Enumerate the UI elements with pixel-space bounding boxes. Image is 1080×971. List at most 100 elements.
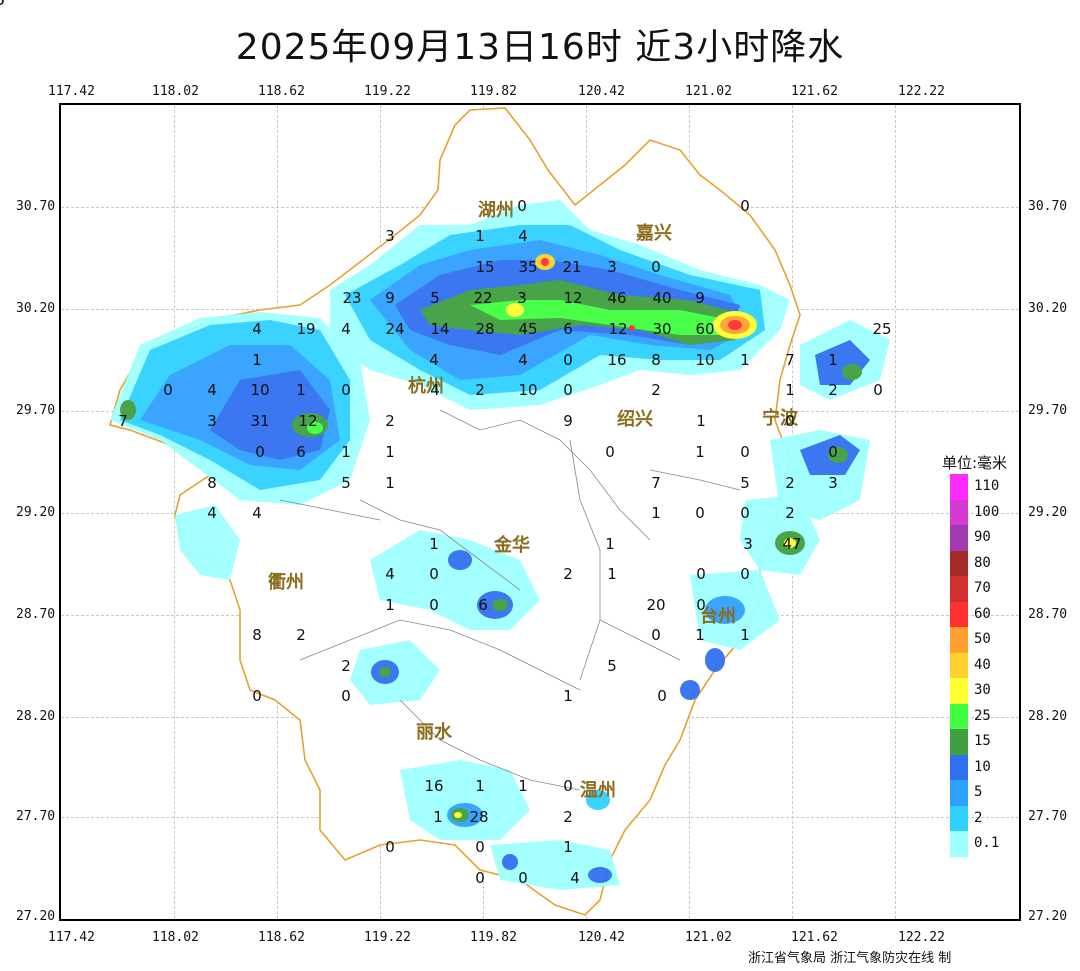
city-label-jinhua: 金华 bbox=[494, 535, 530, 556]
y-tick-right: 28.70 bbox=[1028, 607, 1068, 622]
y-tick-left: 30.20 bbox=[16, 301, 56, 316]
x-tick-bottom: 117.42 bbox=[48, 930, 95, 945]
station-value: 1 bbox=[563, 838, 573, 856]
legend-label: 30 bbox=[974, 682, 991, 698]
x-tick-bottom: 122.22 bbox=[898, 930, 945, 945]
station-value: 24 bbox=[385, 320, 405, 338]
city-label-huzhou: 湖州 bbox=[478, 200, 514, 221]
station-value: 4 bbox=[518, 351, 528, 369]
station-value: 5 bbox=[607, 657, 617, 675]
station-value: 3 bbox=[607, 258, 617, 276]
station-value: 0 bbox=[740, 443, 750, 461]
legend-swatch bbox=[950, 729, 968, 755]
station-value: 22 bbox=[473, 289, 493, 307]
legend-row: 5 bbox=[950, 780, 1020, 806]
station-value: 31 bbox=[250, 412, 270, 430]
station-value: 1 bbox=[740, 351, 750, 369]
city-label-hangzhou: 杭州 bbox=[408, 376, 444, 397]
station-value: 0 bbox=[252, 687, 262, 705]
legend-row: 2 bbox=[950, 805, 1020, 831]
legend-swatch bbox=[950, 499, 968, 525]
legend-label: 2 bbox=[974, 809, 983, 826]
city-label-taizhou: 台州 bbox=[700, 606, 736, 627]
city-label-lishui: 丽水 bbox=[416, 722, 452, 743]
x-tick-bottom: 119.22 bbox=[364, 930, 411, 945]
station-value: 30 bbox=[652, 320, 672, 338]
city-label-wenzhou: 温州 bbox=[580, 780, 616, 801]
station-value: 19 bbox=[296, 320, 316, 338]
y-tick-left: 29.20 bbox=[16, 505, 56, 520]
y-tick-right: 29.20 bbox=[1028, 505, 1068, 520]
station-value: 4 bbox=[570, 869, 580, 887]
legend-label: 25 bbox=[974, 707, 991, 724]
station-value: 0 bbox=[563, 777, 573, 795]
x-tick-bottom: 121.02 bbox=[685, 930, 732, 945]
legend-row: 80 bbox=[950, 550, 1020, 576]
legend-row: 70 bbox=[950, 576, 1020, 602]
x-tick-top: 120.42 bbox=[578, 84, 625, 99]
station-value: 5 bbox=[0, 0, 5, 9]
y-tick-left: 28.70 bbox=[16, 607, 56, 622]
station-value: 8 bbox=[252, 626, 262, 644]
y-tick-left: 27.20 bbox=[16, 909, 56, 924]
x-tick-top: 119.22 bbox=[364, 84, 411, 99]
station-value: 1 bbox=[429, 535, 439, 553]
station-value: 3 bbox=[828, 474, 838, 492]
station-value: 14 bbox=[430, 320, 450, 338]
station-value: 4 bbox=[341, 320, 351, 338]
x-tick-bottom: 118.62 bbox=[258, 930, 305, 945]
station-value: 2 bbox=[296, 626, 306, 644]
station-value: 16 bbox=[424, 777, 444, 795]
station-value: 2 bbox=[785, 504, 795, 522]
legend-row: 40 bbox=[950, 652, 1020, 678]
station-value: 0 bbox=[563, 351, 573, 369]
station-value: 28 bbox=[475, 320, 495, 338]
station-value: 1 bbox=[385, 474, 395, 492]
legend-swatch bbox=[950, 805, 968, 831]
station-value: 0 bbox=[517, 197, 527, 215]
credit-text: 浙江省气象局 浙江气象防灾在线 制 bbox=[748, 951, 952, 966]
station-value: 1 bbox=[695, 626, 705, 644]
map-frame bbox=[59, 103, 1021, 921]
city-label-ningbo: 宁波 bbox=[762, 408, 798, 429]
y-tick-right: 29.70 bbox=[1028, 403, 1068, 418]
legend-row: 50 bbox=[950, 627, 1020, 653]
station-value: 45 bbox=[518, 320, 538, 338]
legend-label: 110 bbox=[974, 478, 1000, 494]
station-value: 0 bbox=[429, 565, 439, 583]
station-value: 1 bbox=[605, 535, 615, 553]
station-value: 5 bbox=[430, 289, 440, 307]
legend-label: 70 bbox=[974, 580, 991, 596]
legend-swatch bbox=[950, 754, 968, 780]
legend-swatch bbox=[950, 780, 968, 806]
station-value: 1 bbox=[518, 777, 528, 795]
station-value: 5 bbox=[341, 474, 351, 492]
station-value: 20 bbox=[646, 596, 666, 614]
legend-label: 100 bbox=[974, 503, 1000, 520]
station-value: 10 bbox=[518, 381, 538, 399]
station-value: 1 bbox=[696, 412, 706, 430]
station-value: 3 bbox=[517, 289, 527, 307]
city-label-shaoxing: 绍兴 bbox=[617, 409, 653, 430]
x-tick-top: 121.02 bbox=[685, 84, 732, 99]
station-value: 1 bbox=[607, 565, 617, 583]
legend-row: 110 bbox=[950, 474, 1020, 500]
legend-swatch bbox=[950, 601, 968, 627]
station-value: 2 bbox=[785, 474, 795, 492]
x-tick-bottom: 119.82 bbox=[470, 930, 517, 945]
y-tick-left: 30.70 bbox=[16, 199, 56, 214]
legend-row: 100 bbox=[950, 499, 1020, 525]
legend-row: 60 bbox=[950, 601, 1020, 627]
legend-label: 15 bbox=[974, 733, 991, 749]
map-title: 2025年09月13日16时 近3小时降水 bbox=[235, 27, 845, 68]
station-value: 23 bbox=[342, 289, 362, 307]
station-value: 0 bbox=[385, 838, 395, 856]
station-value: 7 bbox=[118, 412, 128, 430]
station-value: 4 bbox=[518, 227, 528, 245]
station-value: 4 bbox=[252, 320, 262, 338]
station-value: 0 bbox=[740, 565, 750, 583]
station-value: 1 bbox=[475, 777, 485, 795]
station-value: 7 bbox=[651, 474, 661, 492]
x-tick-top: 118.02 bbox=[152, 84, 199, 99]
legend-swatch bbox=[950, 703, 968, 729]
